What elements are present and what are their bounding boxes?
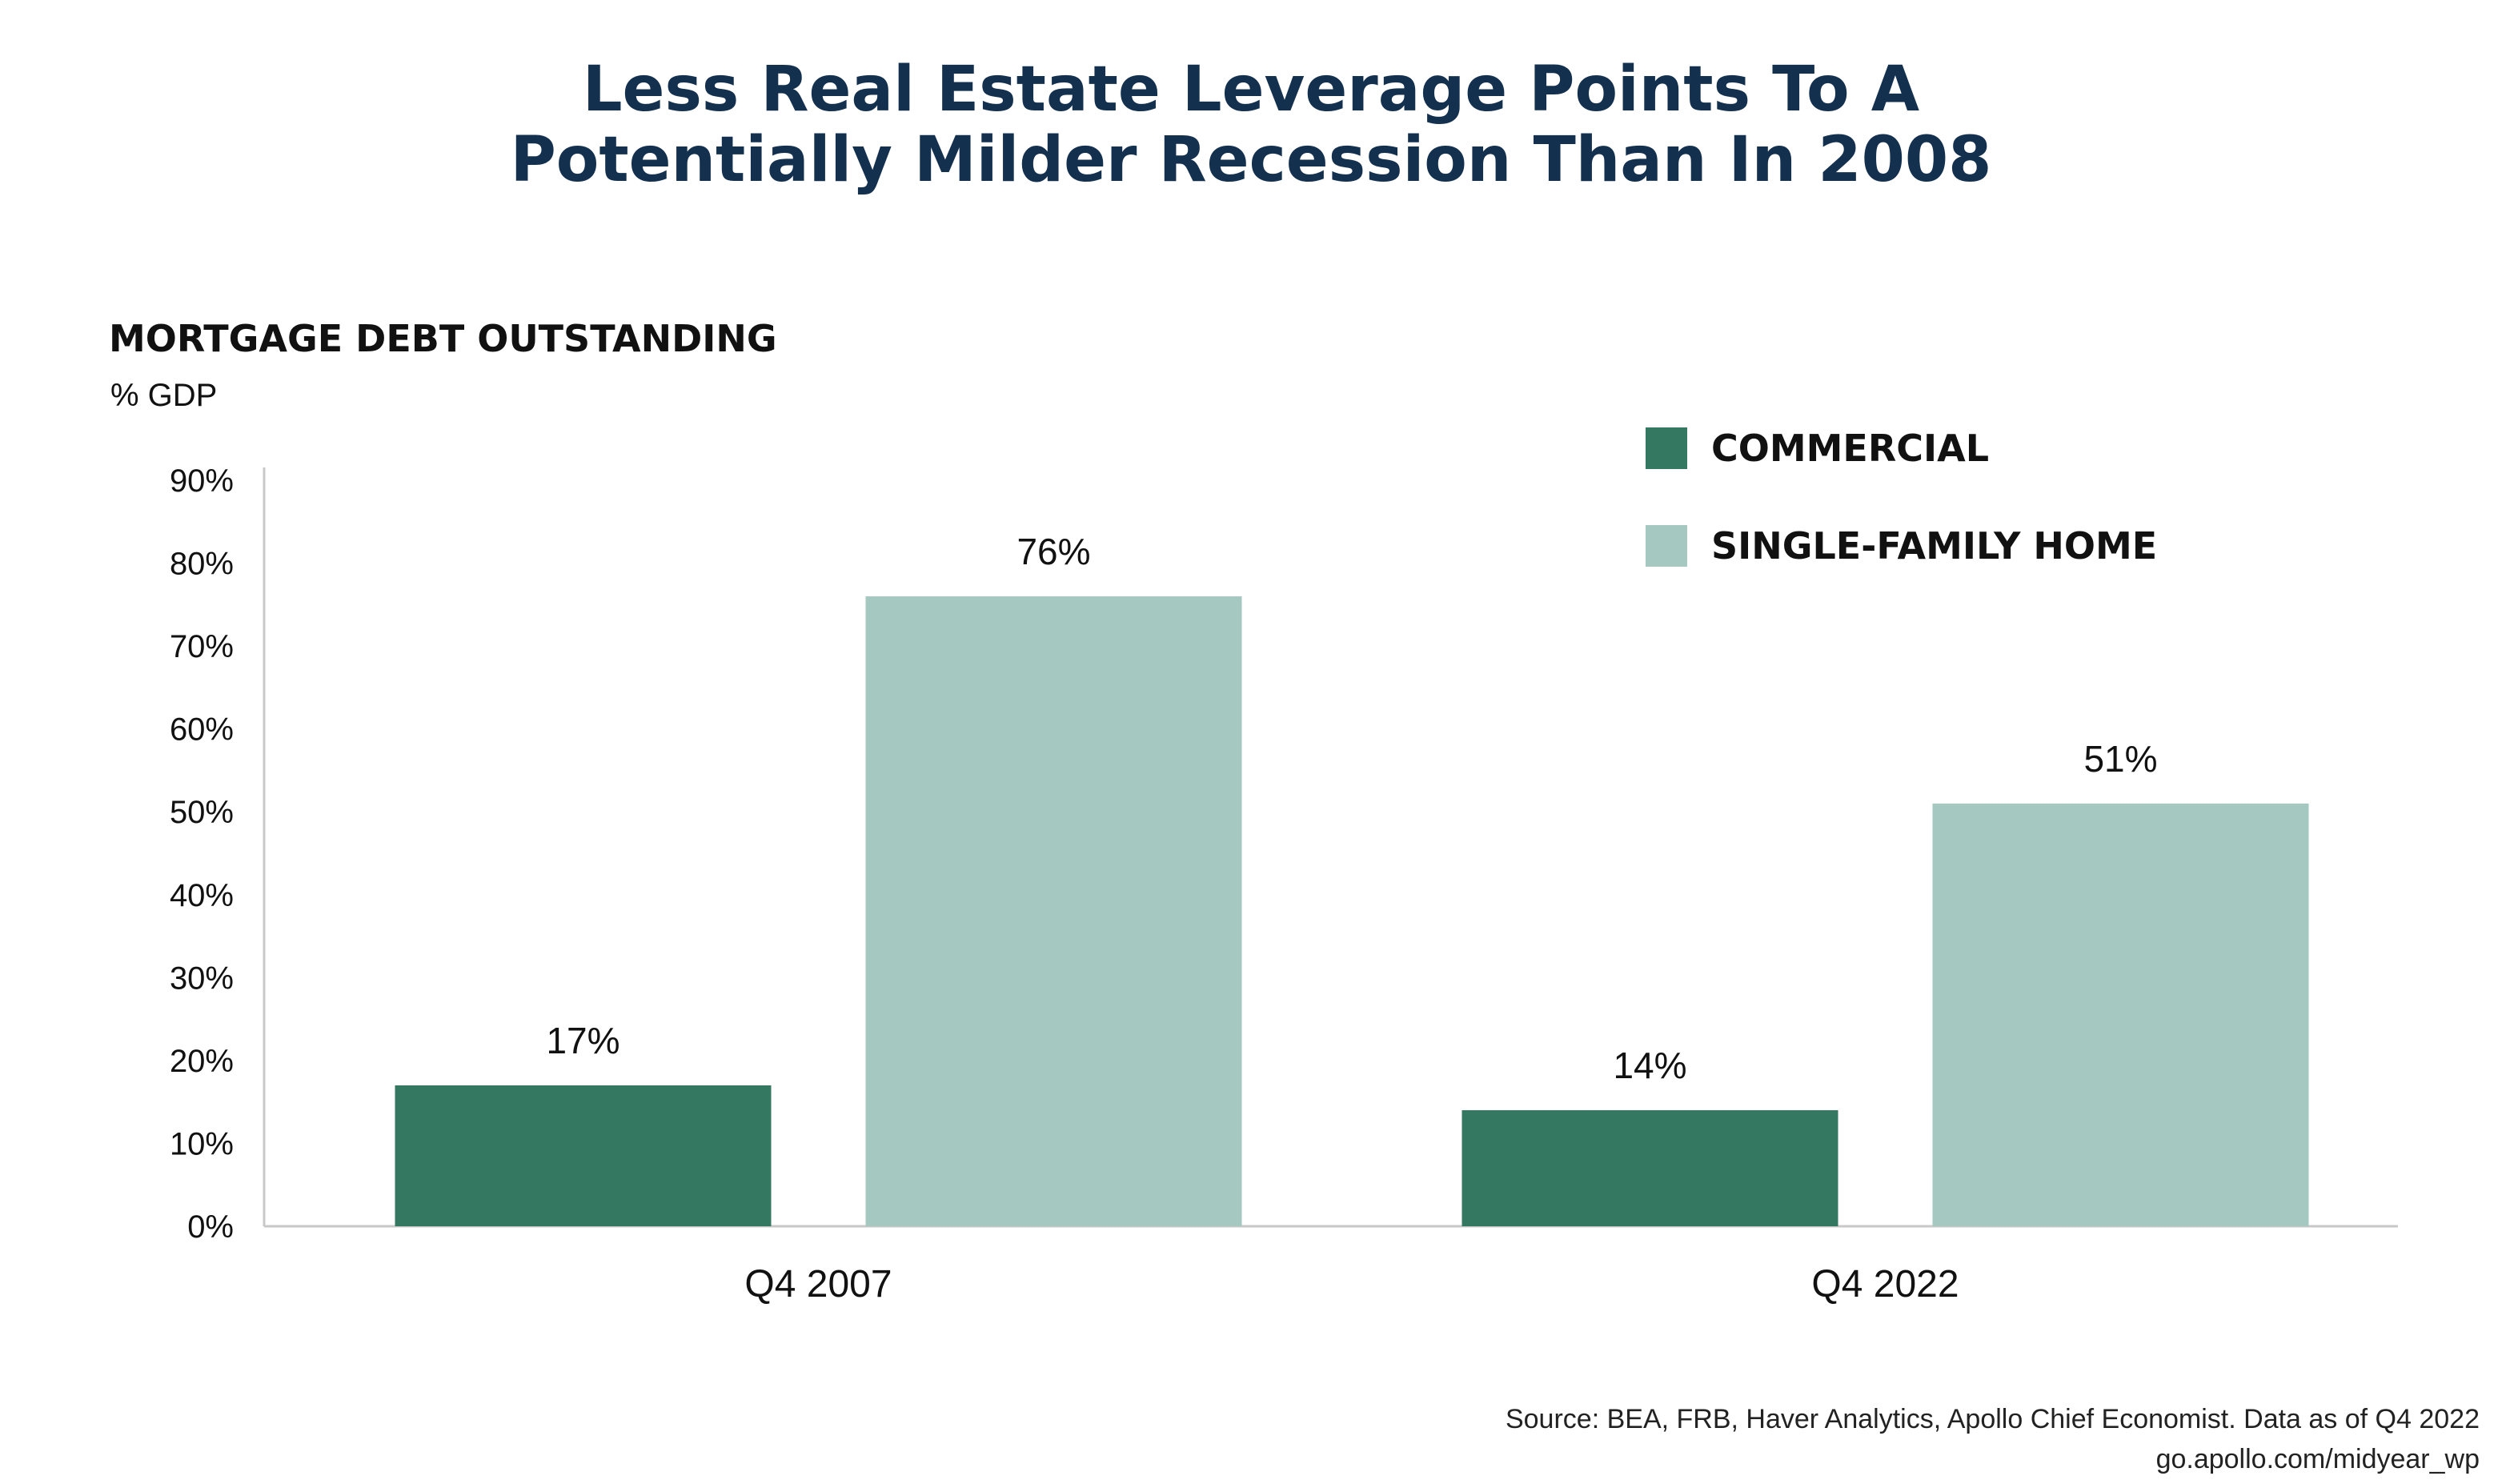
y-tick-label: 90% — [170, 463, 234, 499]
y-tick-label: 20% — [170, 1044, 234, 1079]
legend-item-single-family-home: SINGLE-FAMILY HOME — [1646, 522, 2157, 570]
legend: COMMERCIAL SINGLE-FAMILY HOME — [1646, 424, 2157, 620]
x-tick-label: Q4 2022 — [1811, 1263, 1959, 1306]
source-note: Source: BEA, FRB, Haver Analytics, Apoll… — [1506, 1399, 2480, 1479]
source-line: Source: BEA, FRB, Haver Analytics, Apoll… — [1505, 1404, 2480, 1434]
data-label: 14% — [1613, 1045, 1686, 1086]
data-label: 17% — [546, 1020, 619, 1061]
source-url: go.apollo.com/midyear_wp — [2155, 1444, 2480, 1474]
legend-label-single-family-home: SINGLE-FAMILY HOME — [1711, 524, 2158, 568]
bar-commercial-q4-2022 — [1462, 1110, 1838, 1226]
chart-subtitle: MORTGAGE DEBT OUTSTANDING — [109, 317, 777, 360]
y-tick-label: 50% — [170, 795, 234, 830]
y-axis-unit-label: % GDP — [110, 378, 218, 413]
chart-title-line-2: Potentially Milder Recession Than In 200… — [510, 124, 1992, 196]
data-label: 76% — [1016, 531, 1090, 572]
chart-title-line-1: Less Real Estate Leverage Points To A — [582, 54, 1920, 126]
bar-single-family-home-q4-2022 — [1932, 803, 2309, 1226]
legend-swatch-commercial — [1646, 427, 1687, 469]
y-tick-label: 70% — [170, 629, 234, 664]
y-tick-label: 10% — [170, 1126, 234, 1161]
legend-swatch-single-family-home — [1646, 525, 1687, 567]
y-tick-label: 30% — [170, 961, 234, 996]
y-tick-label: 80% — [170, 547, 234, 582]
y-tick-label: 0% — [187, 1209, 234, 1245]
chart-title: Less Real Estate Leverage Points To A Po… — [0, 54, 2502, 195]
bar-single-family-home-q4-2007 — [865, 596, 1242, 1226]
x-tick-label: Q4 2007 — [744, 1263, 892, 1306]
y-tick-label: 60% — [170, 712, 234, 748]
data-label: 51% — [2083, 738, 2157, 780]
y-tick-label: 40% — [170, 878, 234, 913]
bar-commercial-q4-2007 — [395, 1085, 772, 1226]
legend-item-commercial: COMMERCIAL — [1646, 424, 2157, 472]
legend-label-commercial: COMMERCIAL — [1711, 427, 1990, 470]
